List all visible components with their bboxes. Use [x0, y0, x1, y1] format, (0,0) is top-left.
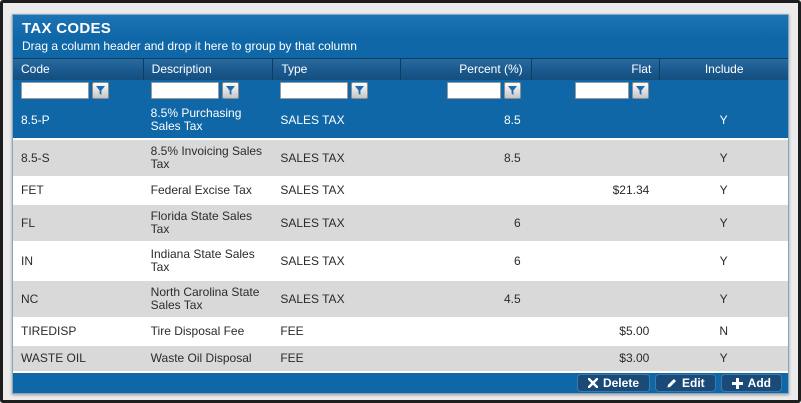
cell-percent: 8.5 — [503, 150, 521, 165]
cell-flat — [531, 243, 660, 279]
column-header-flat[interactable]: Flat — [530, 59, 660, 80]
cell-code: 8.5-S — [21, 150, 50, 165]
cell-include: Y — [719, 183, 728, 198]
group-by-drop-zone[interactable]: Drag a column header and drop it here to… — [22, 39, 357, 53]
table-body: 8.5-P 8.5% Purchasing Sales Tax SALES TA… — [13, 102, 788, 374]
delete-button-label: Delete — [602, 376, 639, 391]
cell-include: Y — [719, 253, 728, 268]
funnel-icon — [225, 86, 235, 96]
type-filter-button[interactable] — [351, 82, 369, 100]
cell-description: North Carolina State Sales Tax — [150, 285, 260, 313]
filter-cell-type — [272, 82, 400, 100]
filter-cell-flat — [531, 82, 660, 100]
cell-flat: $21.34 — [612, 183, 650, 198]
tax-codes-panel: TAX CODES Drag a column header and drop … — [12, 14, 789, 394]
percent-filter-input[interactable] — [446, 82, 501, 100]
pencil-icon — [667, 378, 676, 388]
cell-code: FET — [21, 183, 44, 198]
table-row[interactable]: WASTE OIL Waste Oil Disposal FEE $3.00 Y — [13, 346, 788, 374]
description-filter-button[interactable] — [221, 82, 239, 100]
code-filter-input[interactable] — [21, 82, 89, 100]
table-row[interactable]: IN Indiana State Sales Tax SALES TAX 6 Y — [13, 243, 788, 282]
table-row[interactable]: 8.5-P 8.5% Purchasing Sales Tax SALES TA… — [13, 102, 788, 141]
table-row[interactable]: FET Federal Excise Tax SALES TAX $21.34 … — [13, 178, 788, 206]
cell-description: Tire Disposal Fee — [150, 324, 245, 339]
cell-percent — [400, 178, 531, 203]
cell-description: Federal Excise Tax — [150, 183, 252, 198]
table-row[interactable]: FL Florida State Sales Tax SALES TAX 6 Y — [13, 205, 788, 244]
edit-button-label: Edit — [682, 376, 705, 391]
funnel-icon — [355, 86, 365, 96]
cell-percent: 8.5 — [503, 112, 521, 127]
funnel-icon — [636, 86, 646, 96]
column-header-percent[interactable]: Percent (%) — [400, 59, 531, 80]
cell-code: 8.5-P — [21, 112, 50, 127]
cell-flat: $3.00 — [619, 351, 650, 366]
cell-type: SALES TAX — [280, 253, 345, 268]
filter-cell-percent — [400, 82, 531, 100]
delete-button[interactable]: Delete — [576, 374, 650, 393]
cell-percent — [400, 346, 531, 371]
page-title: TAX CODES — [13, 15, 788, 38]
cell-include: N — [719, 324, 728, 339]
table-row[interactable]: NC North Carolina State Sales Tax SALES … — [13, 281, 788, 320]
x-icon — [587, 378, 598, 389]
cell-type: SALES TAX — [280, 215, 345, 230]
cell-flat — [531, 281, 660, 317]
cell-flat — [531, 102, 660, 138]
cell-include: Y — [719, 291, 728, 306]
edit-button[interactable]: Edit — [655, 374, 716, 393]
action-bar: Delete Edit Add — [13, 373, 788, 393]
filter-row — [13, 79, 788, 103]
cell-type: FEE — [280, 324, 304, 339]
cell-flat — [531, 140, 660, 176]
flat-filter-button[interactable] — [632, 82, 650, 100]
funnel-icon — [507, 86, 517, 96]
cell-code: WASTE OIL — [21, 351, 86, 366]
cell-type: SALES TAX — [280, 112, 345, 127]
plus-icon — [731, 377, 743, 389]
add-button-label: Add — [747, 376, 771, 391]
cell-type: SALES TAX — [280, 291, 345, 306]
percent-filter-button[interactable] — [503, 82, 521, 100]
add-button[interactable]: Add — [720, 374, 782, 393]
cell-include: Y — [719, 351, 728, 366]
cell-type: SALES TAX — [280, 150, 345, 165]
filter-cell-code — [13, 82, 143, 100]
cell-description: Waste Oil Disposal — [150, 351, 252, 366]
cell-code: TIREDISP — [21, 324, 77, 339]
column-header-include[interactable]: Include — [659, 59, 788, 80]
table-row[interactable]: TIREDISP Tire Disposal Fee FEE $5.00 N — [13, 319, 788, 347]
cell-include: Y — [719, 150, 728, 165]
cell-percent: 6 — [513, 253, 521, 268]
table-header-row: Code Description Type Percent (%) Flat I… — [13, 58, 788, 80]
cell-description: Indiana State Sales Tax — [150, 247, 255, 275]
cell-description: Florida State Sales Tax — [150, 209, 253, 237]
funnel-icon — [96, 86, 105, 96]
cell-flat: $5.00 — [619, 324, 650, 339]
cell-code: IN — [21, 253, 33, 268]
cell-flat — [531, 205, 660, 241]
column-header-code[interactable]: Code — [21, 62, 50, 77]
cell-type: FEE — [280, 351, 304, 366]
cell-percent: 4.5 — [503, 291, 521, 306]
code-filter-button[interactable] — [92, 82, 109, 100]
filter-cell-description — [143, 82, 273, 100]
cell-percent — [400, 319, 531, 344]
cell-type: SALES TAX — [280, 183, 345, 198]
column-header-description[interactable]: Description — [142, 59, 273, 80]
cell-include: Y — [719, 112, 728, 127]
flat-filter-input[interactable] — [575, 82, 630, 100]
table-row[interactable]: 8.5-S 8.5% Invoicing Sales Tax SALES TAX… — [13, 140, 788, 179]
type-filter-input[interactable] — [280, 82, 349, 100]
cell-percent: 6 — [513, 215, 521, 230]
cell-code: NC — [21, 291, 39, 306]
cell-include: Y — [719, 215, 728, 230]
cell-description: 8.5% Invoicing Sales Tax — [150, 144, 263, 172]
cell-code: FL — [21, 215, 36, 230]
cell-description: 8.5% Purchasing Sales Tax — [150, 106, 242, 134]
column-header-type[interactable]: Type — [272, 59, 400, 80]
description-filter-input[interactable] — [150, 82, 219, 100]
